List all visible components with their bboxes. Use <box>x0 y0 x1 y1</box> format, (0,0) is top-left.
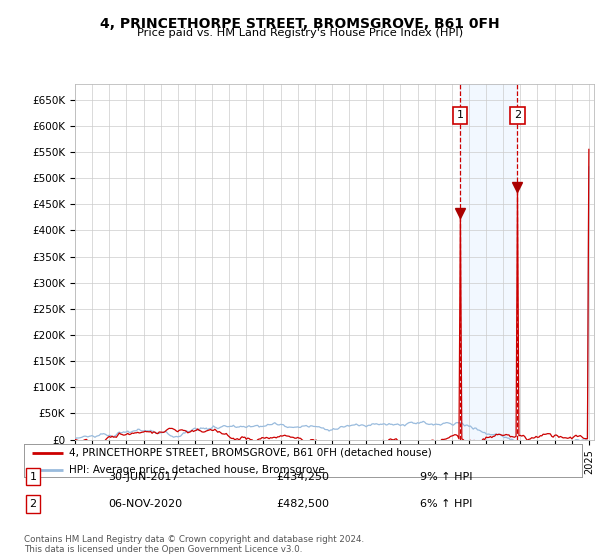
Text: £482,500: £482,500 <box>276 499 329 509</box>
Text: 30-JUN-2017: 30-JUN-2017 <box>108 472 179 482</box>
Text: 9% ↑ HPI: 9% ↑ HPI <box>420 472 473 482</box>
Text: 2: 2 <box>514 110 521 120</box>
Text: 6% ↑ HPI: 6% ↑ HPI <box>420 499 472 509</box>
Bar <box>460 84 517 440</box>
Text: 2: 2 <box>29 499 37 509</box>
Text: 4, PRINCETHORPE STREET, BROMSGROVE, B61 0FH (detached house): 4, PRINCETHORPE STREET, BROMSGROVE, B61 … <box>68 447 431 458</box>
Text: HPI: Average price, detached house, Bromsgrove: HPI: Average price, detached house, Brom… <box>68 465 325 475</box>
Text: 06-NOV-2020: 06-NOV-2020 <box>108 499 182 509</box>
Text: £434,250: £434,250 <box>276 472 329 482</box>
Text: 4, PRINCETHORPE STREET, BROMSGROVE, B61 0FH: 4, PRINCETHORPE STREET, BROMSGROVE, B61 … <box>100 17 500 31</box>
Text: 1: 1 <box>29 472 37 482</box>
Text: Contains HM Land Registry data © Crown copyright and database right 2024.
This d: Contains HM Land Registry data © Crown c… <box>24 535 364 554</box>
Text: 1: 1 <box>457 110 464 120</box>
Text: Price paid vs. HM Land Registry's House Price Index (HPI): Price paid vs. HM Land Registry's House … <box>137 28 463 38</box>
